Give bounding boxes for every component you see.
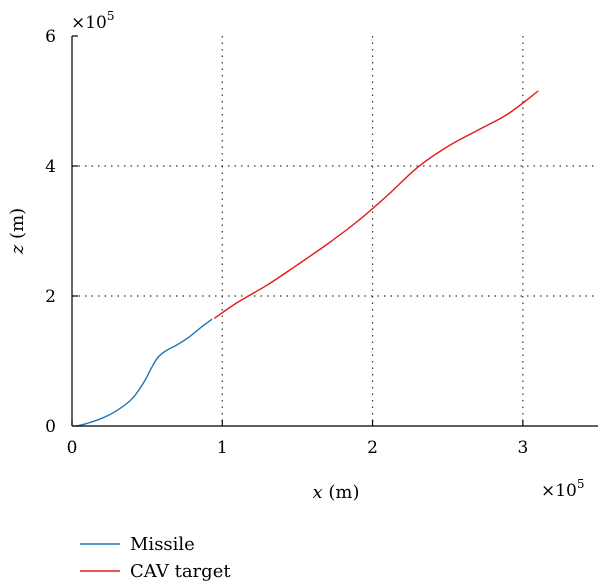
x-tick-label-1: 1 <box>217 438 228 458</box>
series-line-missile <box>75 318 213 427</box>
legend-label-cav-target: CAV target <box>130 561 231 582</box>
y-axis-label: z (m) <box>7 208 28 255</box>
y-exponent-label: ×105 <box>71 9 115 33</box>
ticks: 0 1 2 3 0 2 4 6 <box>45 27 528 458</box>
y-tick-label-4: 4 <box>45 157 56 177</box>
x-tick-label-0: 0 <box>67 438 78 458</box>
x-tick-label-2: 2 <box>367 438 378 458</box>
series-line-cav-target <box>214 90 539 319</box>
y-tick-label-0: 0 <box>45 417 56 437</box>
x-exponent-label: ×105 <box>541 477 585 501</box>
y-tick-label-6: 6 <box>45 27 56 47</box>
y-tick-label-2: 2 <box>45 287 56 307</box>
grid-lines <box>72 36 598 426</box>
legend: Missile CAV target <box>80 534 231 582</box>
legend-label-missile: Missile <box>130 534 195 555</box>
axes <box>71 36 598 427</box>
series-lines <box>75 90 539 427</box>
x-axis-label: x (m) <box>313 482 360 503</box>
x-tick-label-3: 3 <box>517 438 528 458</box>
